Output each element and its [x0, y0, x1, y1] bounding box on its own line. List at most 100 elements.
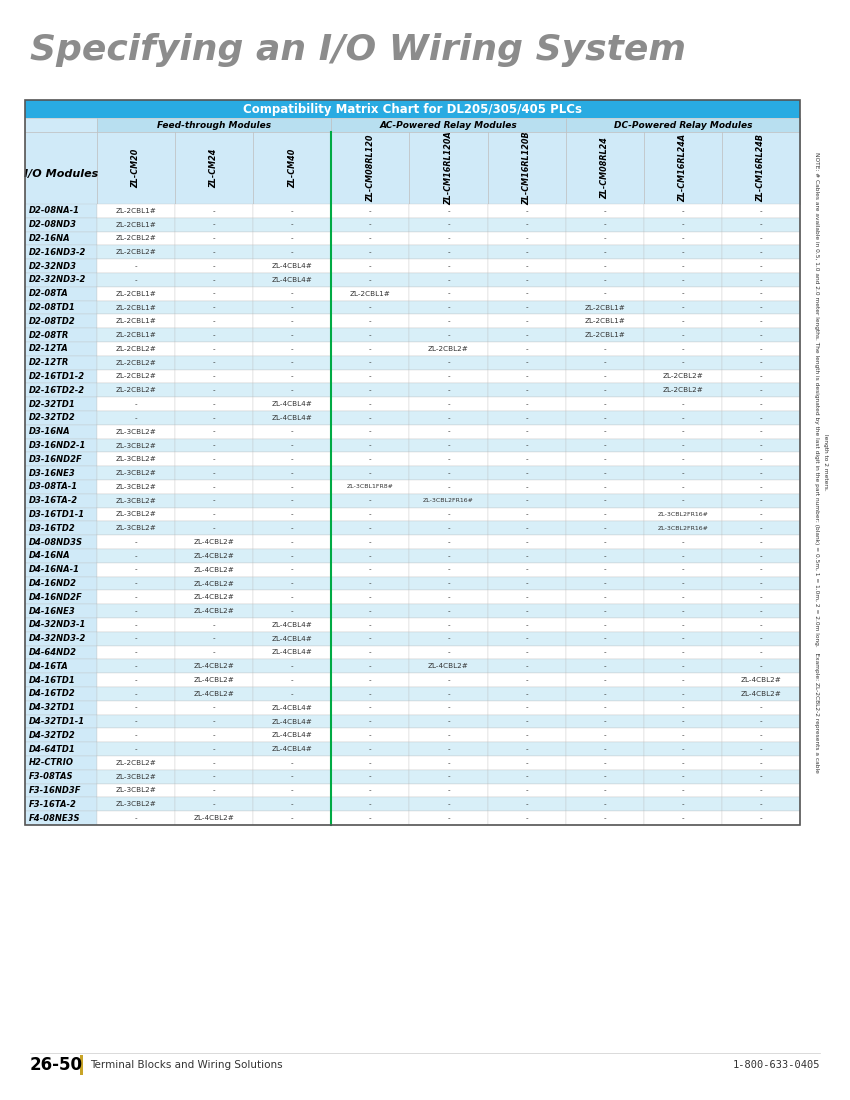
Text: -: - [604, 222, 606, 228]
Bar [175, 397, 253, 411]
Text: ZL-4CBL4#: ZL-4CBL4# [272, 277, 313, 283]
Bar [643, 618, 722, 631]
Bar [410, 425, 488, 439]
Text: ZL-4CBL2#: ZL-4CBL2# [194, 539, 235, 546]
Bar [25, 673, 97, 688]
Bar [565, 273, 643, 287]
Bar [488, 328, 565, 342]
Text: -: - [760, 484, 762, 490]
Bar [488, 397, 565, 411]
Text: -: - [604, 484, 606, 490]
Text: -: - [682, 663, 684, 669]
Bar [25, 659, 97, 673]
Bar [722, 783, 800, 798]
Bar [410, 315, 488, 328]
Text: -: - [525, 497, 528, 504]
Text: -: - [525, 387, 528, 394]
Bar [332, 425, 410, 439]
Text: -: - [291, 801, 293, 807]
Bar [643, 576, 722, 591]
Text: -: - [291, 235, 293, 242]
Bar [565, 618, 643, 631]
Bar [25, 384, 97, 397]
Bar [175, 756, 253, 770]
Text: D4-32ND3-2: D4-32ND3-2 [29, 635, 87, 643]
Text: -: - [369, 705, 371, 711]
Bar [253, 631, 332, 646]
Bar [97, 273, 175, 287]
Text: -: - [604, 539, 606, 546]
Bar [643, 536, 722, 549]
Text: -: - [291, 788, 293, 793]
Text: ZL-4CBL2#: ZL-4CBL2# [194, 678, 235, 683]
Text: -: - [447, 318, 450, 324]
Bar [722, 411, 800, 425]
Text: -: - [291, 374, 293, 379]
Bar [565, 783, 643, 798]
Bar [25, 618, 97, 631]
Text: -: - [212, 345, 216, 352]
Bar [253, 688, 332, 701]
Bar [488, 300, 565, 315]
Bar [722, 232, 800, 245]
Text: -: - [369, 760, 371, 766]
Bar [253, 342, 332, 355]
Bar [488, 742, 565, 756]
Bar [253, 646, 332, 659]
Bar [643, 549, 722, 563]
Bar [253, 549, 332, 563]
Text: ZL-3CBL1FR8#: ZL-3CBL1FR8# [347, 484, 394, 490]
Bar [565, 287, 643, 300]
Text: -: - [212, 470, 216, 476]
Bar [253, 480, 332, 494]
Text: -: - [682, 277, 684, 283]
Text: ZL-2CBL1#: ZL-2CBL1# [116, 290, 156, 297]
Text: -: - [760, 760, 762, 766]
Text: -: - [447, 208, 450, 213]
Text: ZL-4CBL4#: ZL-4CBL4# [272, 649, 313, 656]
Text: length to 2 meters.: length to 2 meters. [824, 434, 829, 491]
Text: ZL-2CBL2#: ZL-2CBL2# [116, 760, 156, 766]
Bar [25, 631, 97, 646]
Text: -: - [760, 733, 762, 738]
Text: D3-16ND2-1: D3-16ND2-1 [29, 441, 87, 450]
Text: -: - [135, 402, 138, 407]
Bar [643, 300, 722, 315]
Text: -: - [135, 636, 138, 641]
Text: -: - [760, 442, 762, 449]
Text: -: - [525, 636, 528, 641]
Text: -: - [369, 235, 371, 242]
Bar [410, 355, 488, 370]
Text: -: - [135, 733, 138, 738]
Text: -: - [760, 318, 762, 324]
Text: -: - [212, 305, 216, 310]
Text: -: - [525, 526, 528, 531]
Bar [175, 507, 253, 521]
Bar [97, 118, 332, 132]
Bar [565, 328, 643, 342]
Text: -: - [369, 318, 371, 324]
Text: D2-12TA: D2-12TA [29, 344, 69, 353]
Text: -: - [291, 553, 293, 559]
Text: -: - [369, 815, 371, 821]
Bar [488, 287, 565, 300]
Text: -: - [760, 773, 762, 780]
Bar [253, 370, 332, 384]
Bar [643, 563, 722, 576]
Bar [25, 218, 97, 232]
Text: ZL-4CBL2#: ZL-4CBL2# [194, 594, 235, 601]
Bar [410, 549, 488, 563]
Bar [410, 811, 488, 825]
Text: -: - [760, 360, 762, 365]
Text: -: - [291, 360, 293, 365]
Bar [97, 466, 175, 480]
Text: -: - [291, 484, 293, 490]
Bar [410, 494, 488, 507]
Text: -: - [212, 360, 216, 365]
Text: -: - [291, 678, 293, 683]
Text: ZL-2CBL1#: ZL-2CBL1# [116, 222, 156, 228]
Text: -: - [525, 649, 528, 656]
Bar [253, 798, 332, 811]
Text: ZL-4CBL4#: ZL-4CBL4# [272, 402, 313, 407]
Text: ZL-3CBL2#: ZL-3CBL2# [116, 429, 156, 434]
